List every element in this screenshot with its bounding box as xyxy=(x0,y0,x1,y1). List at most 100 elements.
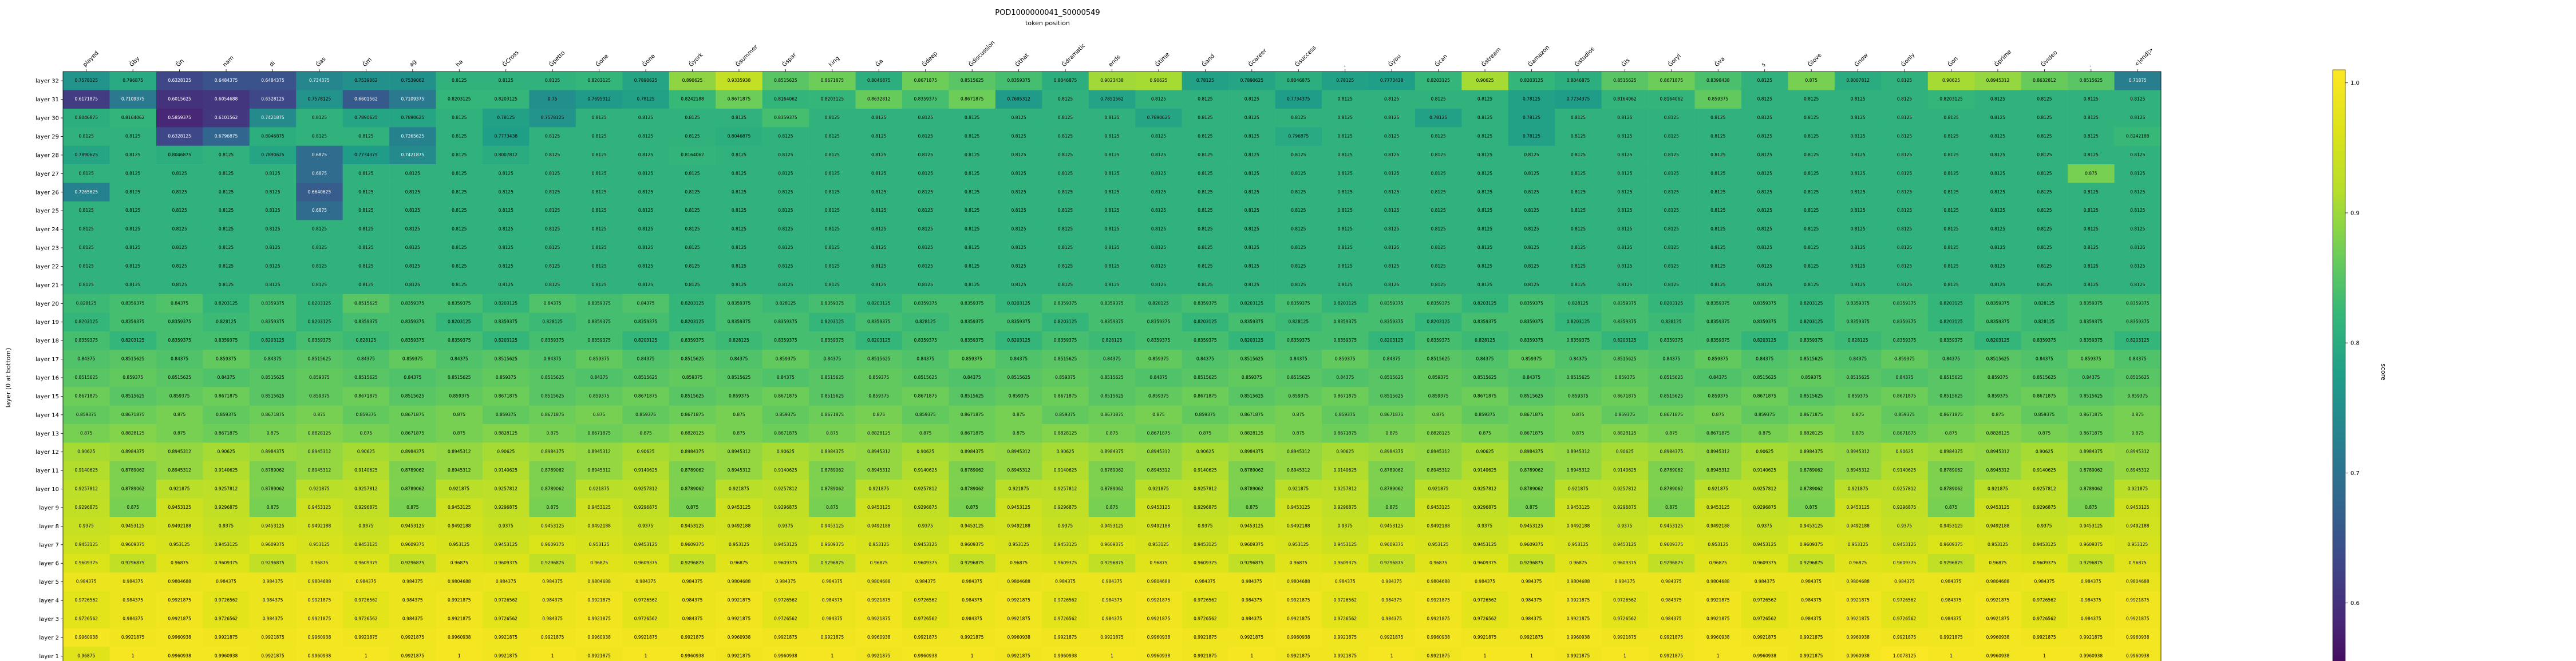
cell-value-label: 0.859375 xyxy=(1755,412,1775,417)
cell-value-label: 0.8828125 xyxy=(308,430,331,436)
heatmap-cell xyxy=(1322,257,1369,276)
heatmap-cell xyxy=(902,312,949,332)
cell-value-label: 0.9140625 xyxy=(634,468,658,473)
cell-value-label: 0.8125 xyxy=(685,189,700,195)
y-tick-label: layer 28 xyxy=(35,152,59,159)
cell-value-label: 0.8125 xyxy=(1477,171,1492,176)
cell-value-label: 1 xyxy=(1111,653,1113,658)
heatmap-cell xyxy=(389,90,436,109)
heatmap-cell xyxy=(249,145,297,165)
cell-value-label: 0.8359375 xyxy=(261,319,285,324)
heatmap-cell xyxy=(1694,275,1742,295)
cell-value-label: 0.9960938 xyxy=(1986,653,2010,658)
heatmap-cell xyxy=(1555,183,1602,202)
cell-value-label: 0.96875 xyxy=(1849,560,1867,565)
heatmap-cell xyxy=(436,90,483,109)
heatmap-cell xyxy=(622,405,670,425)
cell-value-label: 0.8125 xyxy=(1524,282,1539,287)
cell-value-label: 0.8789062 xyxy=(1100,486,1124,492)
heatmap-cell xyxy=(1788,127,1835,146)
cell-value-label: 0.8125 xyxy=(871,208,886,213)
heatmap-cell xyxy=(1461,312,1509,332)
cell-value-label: 0.9726562 xyxy=(634,616,658,622)
cell-value-label: 0.8125 xyxy=(1338,171,1353,176)
cell-value-label: 0.8125 xyxy=(219,189,234,195)
cell-value-label: 0.8125 xyxy=(1198,152,1212,157)
heatmap-cell xyxy=(949,90,996,109)
heatmap-cell xyxy=(1927,275,1975,295)
cell-value-label: 0.8125 xyxy=(638,282,653,287)
heatmap-cell xyxy=(1088,387,1136,406)
heatmap-cell xyxy=(1881,108,1929,128)
cell-value-label: 0.9921875 xyxy=(1100,635,1124,640)
heatmap-cell xyxy=(1461,183,1509,202)
cell-value-label: 0.8359375 xyxy=(1846,319,1870,324)
cell-value-label: 0.8125 xyxy=(1198,263,1212,268)
heatmap-cell xyxy=(2068,164,2115,183)
cell-value-label: 0.8203125 xyxy=(1753,338,1776,343)
x-tick-label: Ġlove xyxy=(1806,52,1823,68)
x-tick-label: Ġthat xyxy=(1014,52,1030,68)
cell-value-label: 0.8125 xyxy=(265,227,280,232)
heatmap-cell xyxy=(63,72,110,90)
heatmap-cell xyxy=(203,368,250,387)
cell-value-label: 0.9453125 xyxy=(2033,542,2056,547)
heatmap-cell xyxy=(995,368,1042,387)
cell-value-label: 0.984375 xyxy=(682,616,703,622)
cell-value-label: 0.8945312 xyxy=(867,449,891,454)
cell-value-label: 0.8789062 xyxy=(1660,468,1684,473)
cell-value-label: 0.9140625 xyxy=(1613,468,1637,473)
cell-value-label: 0.8125 xyxy=(1431,245,1445,250)
heatmap-cell xyxy=(109,127,157,146)
heatmap-cell xyxy=(1228,164,1275,183)
cell-value-label: 0.8515625 xyxy=(1287,375,1310,380)
heatmap-cell xyxy=(1881,350,1929,369)
heatmap-cell xyxy=(1415,331,1462,350)
colorbar-tick-label: 0.8 xyxy=(2350,341,2360,347)
cell-value-label: 0.9960938 xyxy=(1846,653,1870,658)
heatmap-cell xyxy=(809,145,856,165)
heatmap-cell xyxy=(1042,127,1089,146)
heatmap-cell xyxy=(1135,368,1182,387)
heatmap-cell xyxy=(622,331,670,350)
cell-value-label: 0.9453125 xyxy=(1100,523,1124,528)
heatmap-cell xyxy=(1881,145,1929,165)
heatmap-cell xyxy=(1788,72,1835,90)
cell-value-label: 0.8125 xyxy=(1804,152,1819,157)
cell-value-label: 0.8515625 xyxy=(354,375,378,380)
heatmap-cell xyxy=(1415,201,1462,220)
heatmap-cell xyxy=(762,220,809,239)
cell-value-label: 0.8125 xyxy=(452,263,467,268)
cell-value-label: 0.8125 xyxy=(1291,263,1306,268)
cell-value-label: 0.8125 xyxy=(1338,189,1353,195)
heatmap-cell xyxy=(203,312,250,332)
cell-value-label: 0.8125 xyxy=(452,152,467,157)
cell-value-label: 0.8125 xyxy=(638,171,653,176)
cell-value-label: 0.8125 xyxy=(638,227,653,232)
heatmap-cell xyxy=(855,387,903,406)
cell-value-label: 0.8515625 xyxy=(1753,375,1776,380)
cell-value-label: 0.8125 xyxy=(405,282,420,287)
cell-value-label: 0.84375 xyxy=(1196,357,1214,362)
cell-value-label: 0.9804688 xyxy=(1147,579,1171,584)
cell-value-label: 0.8984375 xyxy=(2080,449,2103,454)
cell-value-label: 0.8945312 xyxy=(1427,449,1450,454)
heatmap-cell xyxy=(2114,108,2162,128)
cell-value-label: 0.8789062 xyxy=(121,486,145,492)
heatmap-cell xyxy=(622,164,670,183)
cell-value-label: 0.8125 xyxy=(1524,152,1539,157)
cell-value-label: 0.8125 xyxy=(1617,227,1632,232)
cell-value-label: 0.8125 xyxy=(2130,245,2145,250)
cell-value-label: 0.8359375 xyxy=(1706,319,1730,324)
cell-value-label: 0.9726562 xyxy=(634,597,658,603)
x-tick-label: . xyxy=(1341,62,1346,68)
cell-value-label: 0.9960938 xyxy=(1567,635,1590,640)
cell-value-label: 0.8671875 xyxy=(634,393,658,398)
heatmap-cell xyxy=(389,164,436,183)
cell-value-label: 0.7890625 xyxy=(261,152,285,157)
cell-value-label: 0.8789062 xyxy=(261,468,285,473)
cell-value-label: 0.8515625 xyxy=(1660,393,1684,398)
cell-value-label: 1 xyxy=(365,653,368,658)
heatmap-cell xyxy=(1042,257,1089,276)
y-tick-label: layer 32 xyxy=(35,78,59,85)
